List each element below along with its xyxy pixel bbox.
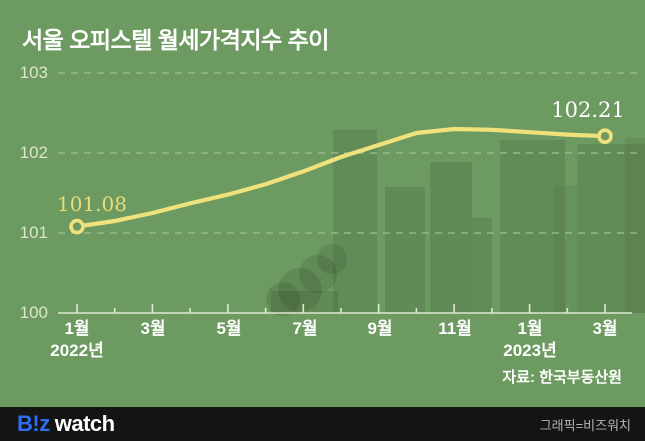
bizwatch-logo: B!z watch xyxy=(17,411,115,437)
start-value-label: 101.08 xyxy=(57,192,127,216)
x-tick-mar-2023: 3월 xyxy=(592,319,618,338)
data-source-note: 자료: 한국부동산원 xyxy=(502,369,622,386)
x-axis-ticks xyxy=(76,304,606,313)
start-point-marker xyxy=(69,218,85,235)
chart-title: 서울 오피스텔 월세가격지수 추이 xyxy=(22,27,329,53)
x-tick-nov-2022: 11월 xyxy=(438,319,472,338)
y-tick-100: 100 xyxy=(19,303,48,322)
logo-watch-text: watch xyxy=(54,411,115,436)
y-tick-102: 102 xyxy=(19,143,48,162)
logo-biz-text: B!z xyxy=(17,411,50,436)
y-tick-101: 101 xyxy=(19,223,48,242)
x-tick-jan-2022: 1월 xyxy=(64,319,90,338)
x-axis xyxy=(58,304,632,314)
line-chart xyxy=(58,72,645,316)
end-value-label: 102.21 xyxy=(551,98,625,122)
city-skyline-silhouette xyxy=(266,130,645,316)
x-tick-sep-2022: 9월 xyxy=(367,319,393,338)
graphic-credit: 그래픽=비즈워치 xyxy=(539,417,631,433)
x-tick-jan-2023: 1월 xyxy=(517,319,543,338)
x-tick-may-2022: 5월 xyxy=(216,319,242,338)
index-trend-line xyxy=(74,126,608,229)
year-label-2023: 2023년 xyxy=(503,341,557,360)
year-label-2022: 2022년 xyxy=(50,341,104,360)
footer-bar: B!z watch 그래픽=비즈워치 xyxy=(0,407,645,441)
x-tick-mar-2022: 3월 xyxy=(140,319,166,338)
end-point-marker xyxy=(597,128,613,144)
y-tick-103: 103 xyxy=(19,63,48,82)
x-tick-jul-2022: 7월 xyxy=(292,319,318,338)
